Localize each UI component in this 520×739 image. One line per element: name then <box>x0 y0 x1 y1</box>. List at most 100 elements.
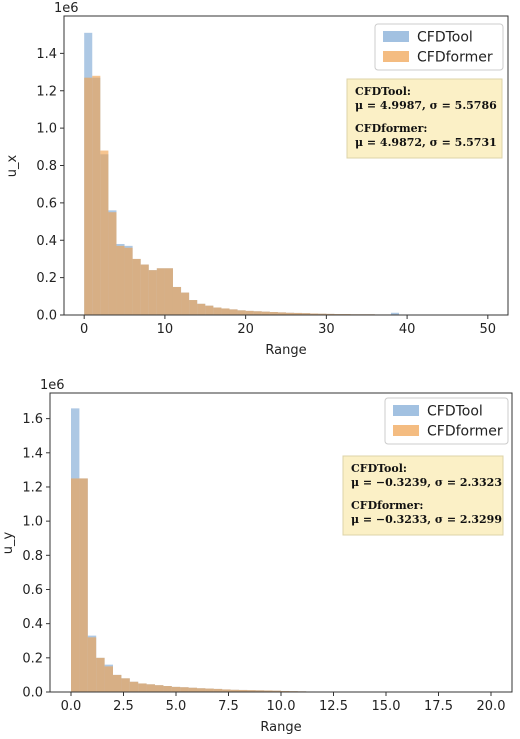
chart2-y-tick-label: 1.4 <box>22 446 43 461</box>
chart2-bar-cfdformer <box>213 688 223 692</box>
chart2-legend-label-cfdtool: CFDTool <box>427 404 483 420</box>
chart2-x-tick-label: 20.0 <box>477 699 506 714</box>
chart1-group: 0 10 20 30 40 50 0.0 0.2 0.4 0.6 0.8 1.0 1.2 1.4 1e6 Ra… <box>5 1 509 358</box>
chart2-bar-cfdformer <box>96 657 105 692</box>
chart2-y-tick-label: 0.4 <box>22 617 43 632</box>
chart1-stats-line-2: μ = 4.9987, σ = 5.5786 <box>355 99 497 112</box>
chart2-offset-text: 1e6 <box>40 378 65 393</box>
chart1-bar-cfdformer <box>310 313 319 315</box>
chart1-bar-cfdformer <box>132 258 141 315</box>
chart1-y-tick-label: 1.4 <box>36 47 57 62</box>
chart2-bar-cfdformer <box>247 690 256 692</box>
chart1-x-tick-label: 0 <box>80 322 88 337</box>
chart2-stats-box <box>342 455 504 536</box>
chart2-y-tick-label: 1.2 <box>22 480 43 495</box>
chart1-legend-label-cfdtool: CFDTool <box>417 30 473 46</box>
chart1-bar-cfdformer <box>197 303 206 315</box>
chart2-x-tick-label: 2.5 <box>113 699 134 714</box>
chart2-group: 0.0 2.5 5.0 7.5 10.0 12.5 15.0 17.5 20.0 0.0 0.2 0.… <box>1 378 513 735</box>
chart1-stats-box <box>346 78 503 159</box>
chart1-bar-cfdformer <box>253 311 262 315</box>
chart1-bar-cfdformer <box>124 247 133 315</box>
chart2-bar-cfdformer <box>197 688 206 692</box>
chart2-stats-line-4: μ = −0.3233, σ = 2.3299 <box>351 513 502 526</box>
chart2-y-tick-label: 0.2 <box>22 651 43 666</box>
chart2-y-tick-label: 0.8 <box>22 549 43 564</box>
chart1-bar-cfdformer <box>269 312 278 315</box>
chart1-offset-text: 1e6 <box>54 1 79 16</box>
chart1-bar-cfdformer <box>213 307 222 315</box>
chart1-bar-cfdformer <box>116 245 125 315</box>
chart1-bar-cfdformer <box>92 75 101 315</box>
chart1-x-axis-label: Range <box>265 343 306 358</box>
chart1-bar-cfdformer <box>318 313 327 315</box>
chart1-stats-annotation: CFDTool:μ = 4.9987, σ = 5.5786 CFDformer:… <box>346 78 503 159</box>
chart2-x-tick-label: 0.0 <box>61 699 82 714</box>
chart2-bar-cfdformer <box>230 689 239 692</box>
chart2-x-tick-label: 17.5 <box>424 699 453 714</box>
chart1-bar-cfdformer <box>294 312 303 315</box>
chart1-x-tick-label: 20 <box>237 322 254 337</box>
chart2-x-tick-label: 10.0 <box>267 699 296 714</box>
chart1-bar-cfdformer <box>140 264 149 315</box>
chart2-bar-cfdformer <box>272 690 281 692</box>
chart1-x-tick-label: 10 <box>157 322 174 337</box>
chart2-bar-cfdformer <box>121 678 130 692</box>
chart1-y-tick-label: 0.0 <box>36 309 57 324</box>
chart1-bar-cfdformer <box>326 313 335 315</box>
chart1-legend: CFDTool CFDformer <box>374 23 504 71</box>
chart1-y-tick-label: 0.8 <box>36 159 57 174</box>
chart2-x-tick-label: 7.5 <box>218 699 239 714</box>
chart1-bar-cfdformer <box>84 77 93 315</box>
chart2-y-axis-label: u_y <box>1 531 16 554</box>
chart2-legend-label-cfdformer: CFDformer <box>427 424 503 440</box>
chart1-legend-swatch-cfdtool <box>383 31 409 42</box>
chart2-bar-cfdformer <box>129 681 139 692</box>
chart1-bar-cfdformer <box>229 309 238 315</box>
chart2-bar-cfdformer <box>264 690 273 692</box>
chart1-bar-cfdformer <box>286 312 295 315</box>
chart2-bar-cfdformer <box>205 688 214 692</box>
chart2-y-tick-label: 0.0 <box>22 686 43 701</box>
chart1-x-tick-label: 50 <box>480 322 497 337</box>
chart1-x-tick-label: 40 <box>399 322 416 337</box>
chart2-bar-cfdformer <box>239 689 248 692</box>
chart2-bar-cfdformer <box>222 689 231 692</box>
chart2-stats-line-1: CFDTool: <box>351 462 407 475</box>
chart1-bar-cfdformer <box>181 292 190 315</box>
chart1-bar-cfdformer <box>148 270 157 315</box>
chart2-bar-cfdformer <box>79 478 88 692</box>
chart2-y-tick-label: 1.0 <box>22 515 43 530</box>
chart1-stats-line-1: CFDTool: <box>355 85 411 98</box>
chart2-x-tick-label: 5.0 <box>166 699 187 714</box>
chart1-bar-cfdformer <box>237 310 246 315</box>
chart2-bar-cfdformer <box>163 686 172 692</box>
chart1-y-tick-label: 1.0 <box>36 122 57 137</box>
chart2-bar-cfdformer <box>180 687 189 692</box>
chart1-x-tick-label: 30 <box>318 322 335 337</box>
chart2-stats-line-3: CFDformer: <box>351 499 423 512</box>
chart2-stats-line-2: μ = −0.3239, σ = 2.3323 <box>351 476 502 489</box>
chart2-y-tick-label: 0.6 <box>22 583 43 598</box>
chart1-legend-swatch-cfdformer <box>383 51 409 62</box>
chart1-stats-line-4: μ = 4.9872, σ = 5.5731 <box>355 136 497 149</box>
chart2-bar-cfdformer <box>146 684 155 692</box>
chart1-y-tick-label: 0.4 <box>36 234 57 249</box>
chart2-bar-cfdformer <box>71 478 80 692</box>
chart2-bar-cfdformer <box>255 690 265 692</box>
chart2-legend-swatch-cfdtool <box>393 405 419 416</box>
chart2-x-tick-label: 12.5 <box>319 699 348 714</box>
chart2-bar-cfdformer <box>104 666 113 692</box>
chart1-bar-cfdformer <box>108 212 117 315</box>
chart2-bar-cfdformer <box>171 686 181 692</box>
chart2-bar-cfdformer <box>281 690 290 692</box>
chart2-y-tick-label: 1.6 <box>22 412 43 427</box>
chart2-bar-cfdformer <box>113 674 122 692</box>
chart2-bar-cfdformer <box>87 637 97 692</box>
chart2-legend: CFDTool CFDformer <box>384 397 509 445</box>
chart2-bar-cfdformer <box>155 685 164 692</box>
chart1-bar-cfdformer <box>302 313 311 315</box>
chart1-bar-cfdformer <box>261 311 270 315</box>
chart1-y-axis-label: u_x <box>5 154 20 177</box>
